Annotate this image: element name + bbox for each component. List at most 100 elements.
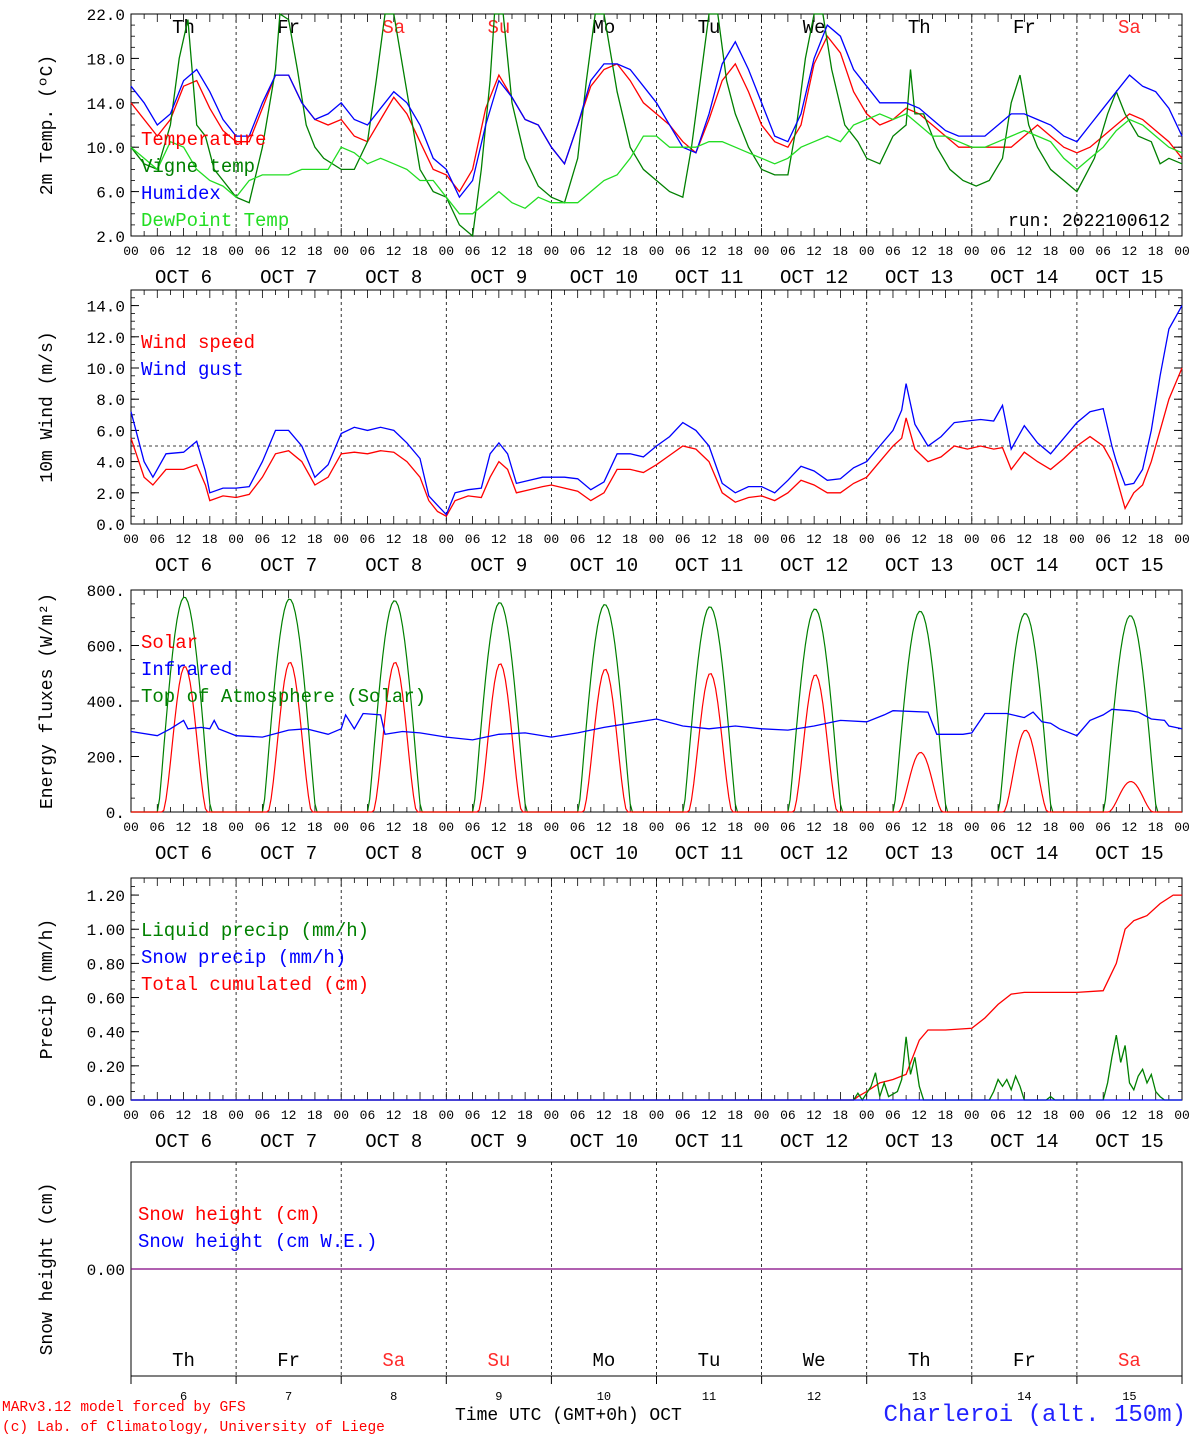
hour-tick-label: 18 [202, 244, 218, 259]
series-solar [131, 661, 1182, 813]
panel-wind: 0.0 2.0 4.0 6.0 8.0 10.0 12.0 14.0 10m Wind (m/s… [38, 289, 1190, 577]
y-tick-label: 12.0 [87, 330, 125, 348]
hour-tick-label: 18 [728, 532, 744, 547]
legend-entry: DewPoint Temp [141, 210, 289, 232]
date-label: OCT 14 [990, 843, 1058, 865]
hour-tick-label: 06 [149, 532, 165, 547]
hour-tick-label: 12 [806, 244, 822, 259]
hour-tick-label: 06 [675, 532, 691, 547]
hour-tick-label: 18 [202, 1108, 218, 1123]
hour-tick-label: 18 [307, 532, 323, 547]
weekday-label: Sa [1118, 1350, 1141, 1372]
hour-tick-label: 18 [833, 820, 849, 835]
hour-tick-label: 06 [990, 820, 1006, 835]
hour-tick-label: 12 [1122, 532, 1138, 547]
hour-tick-label: 06 [780, 532, 796, 547]
hour-tick-label: 18 [202, 532, 218, 547]
hour-tick-label: 18 [938, 1108, 954, 1123]
legend-entry: Humidex [141, 183, 221, 205]
hour-tick-label: 12 [701, 244, 717, 259]
hour-tick-label: 12 [911, 820, 927, 835]
y-tick-label: 0.40 [87, 1025, 125, 1043]
legend-entry: Vigne temp [141, 156, 255, 178]
hour-tick-label: 06 [990, 532, 1006, 547]
hour-tick-label: 18 [728, 1108, 744, 1123]
hour-tick-label: 00 [649, 820, 665, 835]
date-label: OCT 10 [570, 843, 638, 865]
hour-tick-label: 06 [990, 1108, 1006, 1123]
date-label: OCT 13 [885, 1131, 953, 1153]
hour-tick-label: 06 [570, 820, 586, 835]
hour-tick-label: 06 [465, 244, 481, 259]
date-label: OCT 8 [365, 1131, 422, 1153]
hour-tick-label: 00 [754, 244, 770, 259]
hour-tick-label: 18 [833, 1108, 849, 1123]
hour-tick-label: 12 [386, 820, 402, 835]
hour-tick-label: 12 [281, 1108, 297, 1123]
hour-tick-label: 00 [754, 820, 770, 835]
hour-tick-label: 12 [491, 244, 507, 259]
hour-tick-label: 00 [333, 1108, 349, 1123]
model-credit: MARv3.12 model forced by GFS [2, 1400, 246, 1416]
hour-tick-label: 18 [1148, 244, 1164, 259]
date-label: OCT 9 [470, 267, 527, 289]
weekday-label: Su [487, 17, 510, 39]
hour-tick-label: 18 [833, 244, 849, 259]
legend-entry: Solar [141, 632, 198, 654]
legend-entry: Temperature [141, 129, 266, 151]
day-number-label: 15 [1122, 1390, 1136, 1404]
date-label: OCT 7 [260, 267, 317, 289]
series-temperature [130, 34, 1183, 193]
hour-tick-label: 00 [649, 1108, 665, 1123]
y-tick-label: 8.0 [96, 392, 125, 410]
hour-tick-label: 12 [1017, 532, 1033, 547]
weekday-label: Mo [593, 17, 616, 39]
hour-tick-label: 12 [1122, 244, 1138, 259]
date-label: OCT 14 [990, 267, 1058, 289]
weekday-label: Sa [382, 1350, 405, 1372]
hour-tick-label: 12 [1017, 820, 1033, 835]
hour-tick-label: 18 [1043, 1108, 1059, 1123]
hour-tick-label: 00 [228, 820, 244, 835]
hour-tick-label: 00 [859, 820, 875, 835]
x-axis-title: Time UTC (GMT+0h) OCT [455, 1406, 682, 1426]
date-label: OCT 7 [260, 555, 317, 577]
legend-entry: Snow precip (mm/h) [141, 947, 346, 969]
y-tick-label: 1.00 [87, 922, 125, 940]
hour-tick-label: 18 [202, 820, 218, 835]
y-tick-label: 1.20 [87, 888, 125, 906]
hour-tick-label: 12 [176, 1108, 192, 1123]
hour-tick-label: 00 [754, 1108, 770, 1123]
hour-tick-label: 00 [544, 244, 560, 259]
hour-tick-label: 00 [754, 532, 770, 547]
hour-tick-label: 12 [596, 1108, 612, 1123]
series-vigne-temp [130, 12, 1183, 238]
date-label: OCT 8 [365, 555, 422, 577]
series-wind-gust [130, 305, 1183, 516]
series-total-cumulated-cm- [131, 894, 1182, 1101]
weekday-label: Th [172, 1350, 195, 1372]
hour-tick-label: 06 [1095, 244, 1111, 259]
hour-tick-label: 06 [465, 820, 481, 835]
series-liquid-precip-mm-h- [131, 1034, 1182, 1102]
hour-tick-label: 00 [544, 1108, 560, 1123]
hour-tick-label: 18 [307, 820, 323, 835]
date-label: OCT 10 [570, 1131, 638, 1153]
hour-tick-label: 12 [176, 820, 192, 835]
y-tick-label: 0.00 [87, 1093, 125, 1111]
hour-tick-label: 06 [149, 1108, 165, 1123]
weekday-label: Sa [1118, 17, 1141, 39]
hour-tick-label: 18 [622, 244, 638, 259]
hour-tick-label: 00 [228, 244, 244, 259]
hour-tick-label: 00 [1174, 532, 1190, 547]
hour-tick-label: 00 [964, 1108, 980, 1123]
hour-tick-label: 18 [517, 244, 533, 259]
hour-tick-label: 06 [255, 1108, 271, 1123]
series-humidex [130, 24, 1183, 199]
date-label: OCT 10 [570, 555, 638, 577]
day-number-label: 7 [285, 1390, 292, 1404]
date-label: OCT 7 [260, 1131, 317, 1153]
hour-tick-label: 12 [386, 532, 402, 547]
date-label: OCT 13 [885, 555, 953, 577]
